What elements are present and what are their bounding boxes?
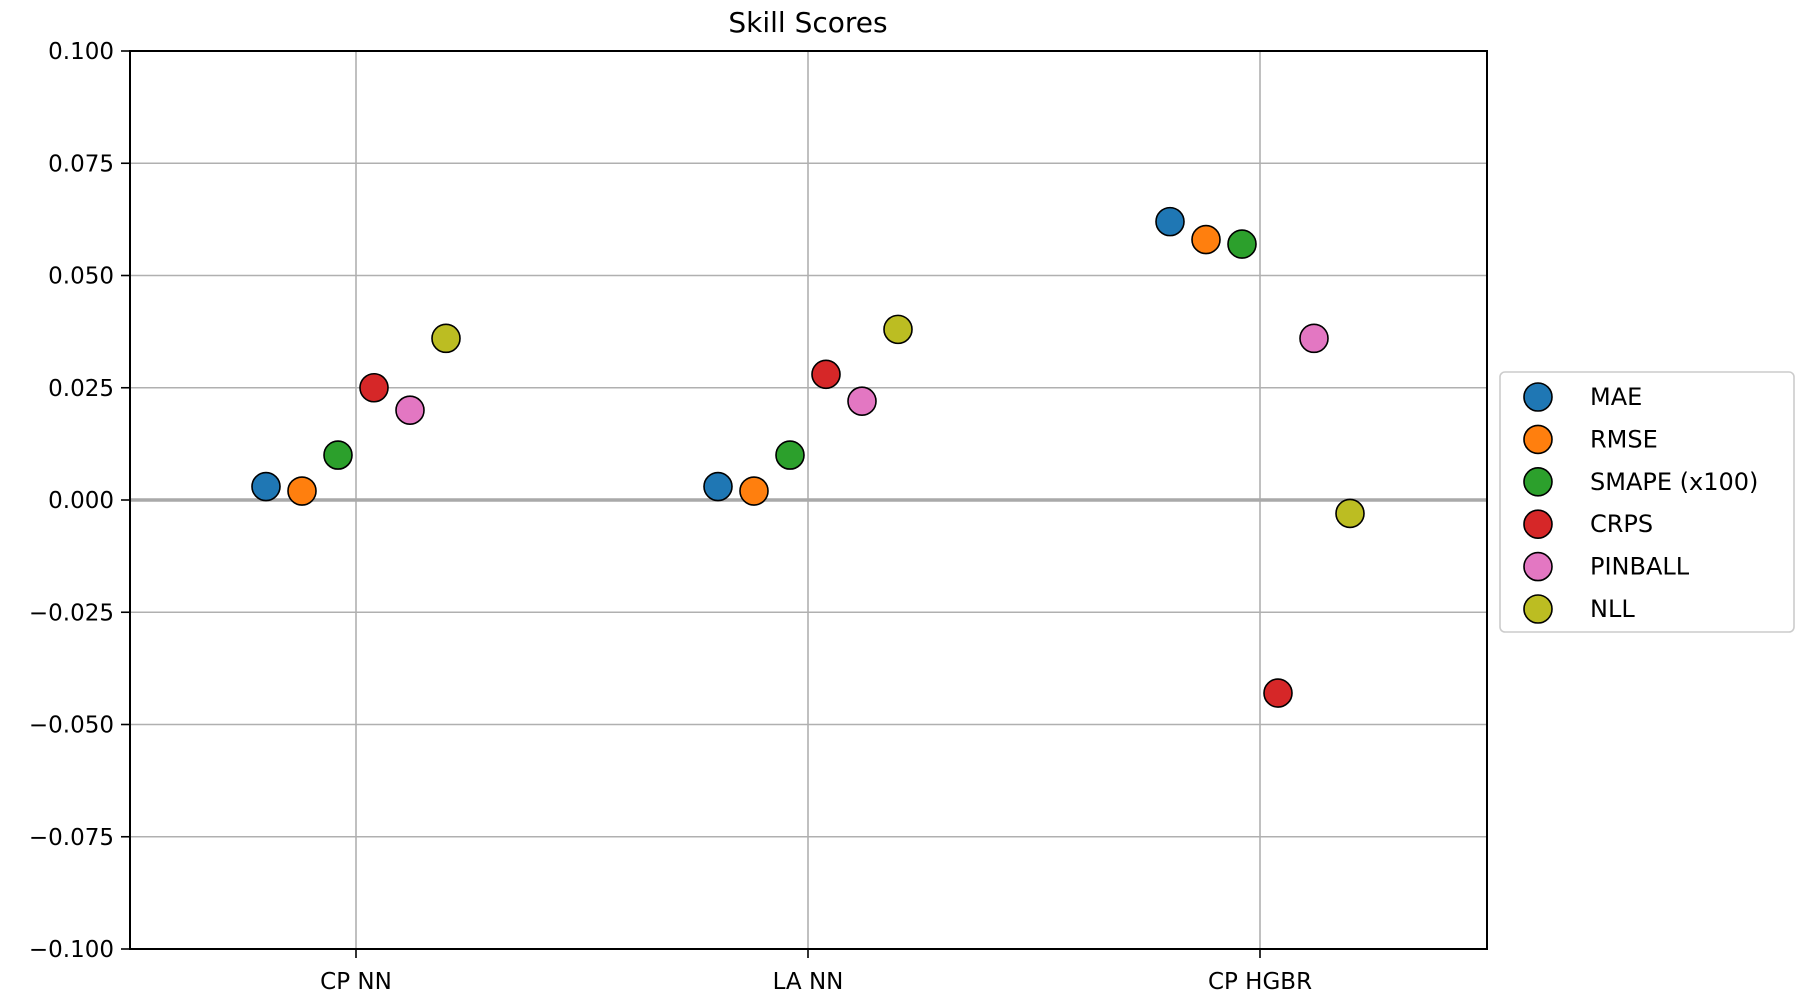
x-tick-label: LA NN [773,969,844,995]
data-point-mae [251,471,281,502]
legend-label: MAE [1590,383,1642,411]
legend-marker [1523,594,1553,624]
data-point-crps [1263,678,1293,708]
legend-marker [1523,509,1553,540]
data-point-rmse [287,476,317,506]
data-point-nll [1335,498,1365,529]
data-points [251,206,1365,708]
data-point-pinball [847,386,877,417]
data-point-mae [1155,206,1185,237]
data-point-crps [811,359,841,390]
y-tick-label: −0.025 [29,600,114,626]
data-point-mae [703,471,733,502]
data-point-crps [359,372,389,403]
data-point-rmse [1191,224,1221,255]
data-point-smape-x100 [775,440,805,470]
legend-marker [1523,382,1553,412]
y-tick-label: −0.050 [29,713,114,739]
x-tick-label: CP HGBR [1208,969,1312,995]
legend-box [1499,371,1795,633]
x-tick-label: CP NN [320,969,392,995]
data-point-pinball [395,395,425,426]
data-point-nll [883,314,913,345]
legend-marker [1523,424,1553,455]
legend-marker [1523,551,1553,582]
legend-label: RMSE [1590,425,1658,453]
data-point-rmse [739,476,769,506]
y-tick-label: 0.075 [48,151,114,177]
legend-marker [1523,466,1553,497]
data-point-pinball [1299,323,1329,354]
legend-label: SMAPE (x100) [1590,468,1758,496]
legend: MAE RMSE SMAPE (x100) CRPS PINBALL NLL [1499,371,1795,633]
y-tick-label: 0.000 [48,488,114,514]
data-point-nll [431,323,461,354]
y-tick-label: 0.100 [48,39,114,65]
legend-label: PINBALL [1590,553,1690,581]
y-tick-label: 0.025 [48,376,114,402]
y-tick-label: −0.075 [29,825,114,851]
legend-label: NLL [1590,595,1635,623]
y-tick-label: −0.100 [29,937,114,963]
legend-label: CRPS [1590,510,1653,538]
data-point-smape-x100 [323,440,353,470]
chart-title: Skill Scores [728,6,887,39]
y-tick-label: 0.050 [48,264,114,290]
data-point-smape-x100 [1227,229,1257,259]
axis-ticks: 0.100 0.075 0.050 0.025 0.000 −0.025 −0.050 −0.… [29,39,1312,995]
